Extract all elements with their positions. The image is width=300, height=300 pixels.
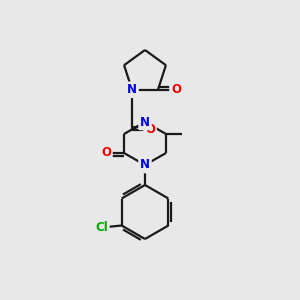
Text: O: O — [171, 83, 181, 96]
Text: N: N — [140, 116, 150, 128]
Text: O: O — [101, 146, 111, 160]
Text: O: O — [145, 123, 155, 136]
Text: N: N — [127, 83, 137, 96]
Text: Cl: Cl — [95, 221, 108, 234]
Text: N: N — [140, 158, 150, 172]
